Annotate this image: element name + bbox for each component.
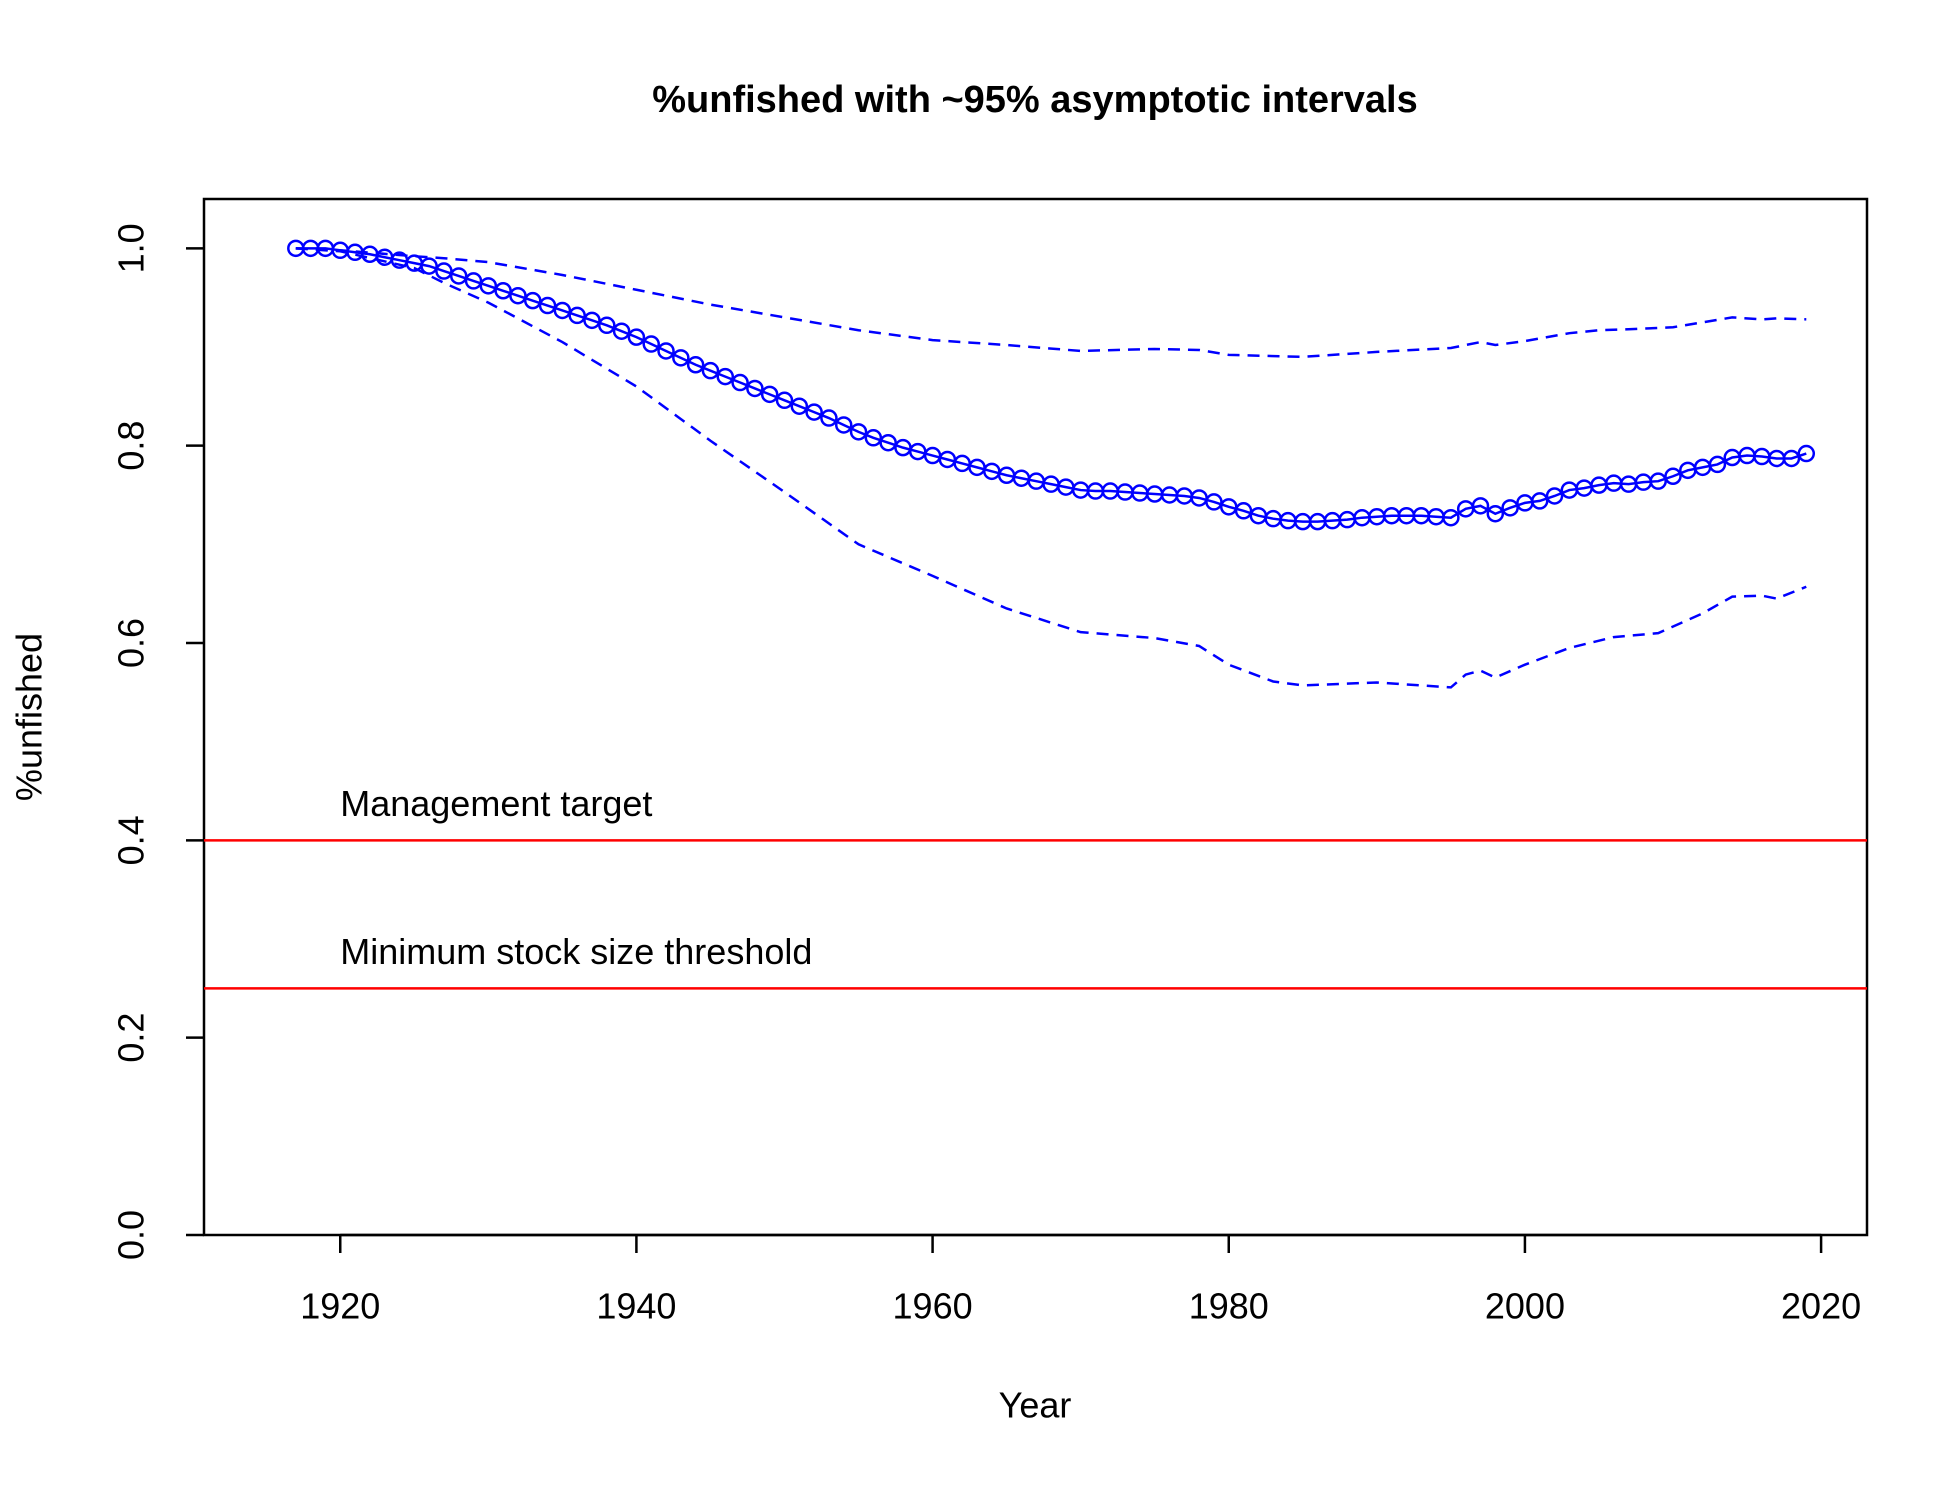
x-tick-label: 2000 — [1485, 1286, 1565, 1327]
reference-label: Minimum stock size threshold — [340, 931, 812, 972]
y-axis-label: %unfished — [9, 633, 50, 801]
point — [1782, 449, 1801, 468]
point — [760, 385, 779, 404]
point — [686, 356, 705, 374]
point — [612, 322, 631, 340]
point — [494, 282, 512, 300]
point — [864, 429, 883, 447]
y-tick-label: 0.2 — [111, 1013, 152, 1063]
point — [1471, 497, 1490, 515]
point — [716, 367, 735, 386]
x-tick-label: 1980 — [1189, 1286, 1269, 1327]
point — [1708, 455, 1727, 474]
point — [790, 397, 809, 415]
point — [464, 272, 483, 290]
point — [642, 335, 660, 353]
point — [509, 286, 527, 305]
point — [731, 373, 749, 392]
chart-title: %unfished with ~95% asymptotic intervals — [652, 79, 1418, 121]
interval-line — [295, 247, 1807, 359]
x-tick-label: 1920 — [300, 1286, 380, 1327]
point — [1442, 508, 1460, 527]
point — [1501, 499, 1519, 517]
x-tick-label: 1960 — [893, 1286, 973, 1327]
x-axis-label: Year — [999, 1385, 1072, 1426]
point — [746, 379, 764, 398]
point — [435, 262, 453, 280]
point — [1797, 444, 1816, 463]
point — [879, 433, 897, 452]
point — [657, 342, 675, 360]
point — [553, 301, 572, 320]
point — [701, 361, 720, 380]
y-tick-label: 0.0 — [111, 1210, 152, 1260]
point — [775, 391, 794, 410]
point — [1205, 493, 1223, 511]
point — [1545, 487, 1564, 505]
point — [1234, 502, 1253, 520]
x-tick-label: 1940 — [596, 1286, 676, 1327]
y-tick-label: 0.6 — [111, 618, 152, 668]
point — [420, 257, 438, 275]
reference-label: Management target — [340, 783, 652, 824]
point — [672, 349, 690, 367]
point — [1486, 504, 1505, 523]
interval-line — [295, 247, 1807, 689]
point — [583, 311, 601, 330]
point — [849, 423, 868, 441]
series-line — [295, 247, 1807, 523]
point — [523, 291, 542, 310]
point — [820, 409, 838, 427]
y-tick-label: 0.8 — [111, 421, 152, 471]
point — [1649, 472, 1667, 490]
point — [1530, 492, 1549, 510]
point — [598, 316, 616, 335]
y-tick-label: 1.0 — [111, 223, 152, 273]
point — [834, 416, 853, 434]
plot-frame — [202, 197, 1869, 1237]
x-tick-label: 2020 — [1781, 1286, 1861, 1327]
point — [805, 403, 823, 421]
point — [1664, 467, 1682, 486]
y-tick-label: 0.4 — [111, 815, 152, 865]
point — [627, 328, 646, 346]
point — [538, 296, 557, 315]
point — [568, 306, 586, 325]
point — [479, 277, 498, 295]
point — [449, 267, 468, 285]
